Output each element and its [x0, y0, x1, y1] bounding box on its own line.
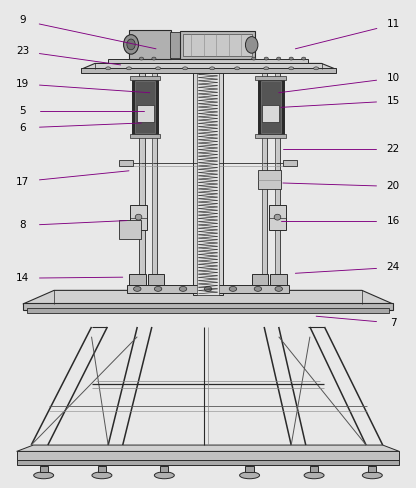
Bar	[193, 61, 223, 295]
Bar	[129, 30, 171, 59]
Ellipse shape	[302, 57, 306, 60]
Ellipse shape	[106, 67, 111, 70]
Bar	[245, 466, 254, 472]
Bar	[255, 134, 286, 138]
Ellipse shape	[204, 286, 212, 291]
Bar	[17, 451, 399, 461]
Ellipse shape	[156, 67, 161, 70]
Text: 9: 9	[20, 16, 26, 25]
Ellipse shape	[277, 57, 281, 60]
Ellipse shape	[275, 286, 282, 291]
Bar	[368, 466, 376, 472]
Bar	[255, 76, 286, 80]
Bar	[130, 76, 160, 80]
Text: 8: 8	[20, 221, 26, 230]
Ellipse shape	[139, 57, 144, 60]
Bar	[119, 160, 133, 166]
Text: 17: 17	[16, 177, 30, 186]
Bar	[262, 67, 267, 274]
Ellipse shape	[92, 472, 112, 479]
Bar	[98, 466, 106, 472]
Ellipse shape	[252, 57, 256, 60]
Text: 24: 24	[386, 263, 400, 272]
Bar	[129, 274, 146, 285]
Ellipse shape	[34, 472, 54, 479]
Ellipse shape	[289, 57, 293, 60]
Bar	[148, 274, 164, 285]
Ellipse shape	[254, 286, 262, 291]
Ellipse shape	[210, 67, 215, 70]
Bar	[180, 31, 255, 59]
Ellipse shape	[304, 472, 324, 479]
Text: 15: 15	[386, 96, 400, 106]
Bar	[270, 274, 287, 285]
Bar	[27, 308, 389, 313]
Text: 6: 6	[20, 123, 26, 133]
Bar	[170, 32, 180, 58]
Bar	[258, 78, 284, 137]
Text: 22: 22	[386, 144, 400, 154]
Polygon shape	[17, 445, 399, 451]
Bar	[183, 34, 252, 56]
Text: 23: 23	[16, 46, 30, 56]
Ellipse shape	[183, 67, 188, 70]
Text: 16: 16	[386, 216, 400, 225]
Ellipse shape	[235, 67, 240, 70]
Bar	[127, 285, 289, 293]
Bar	[269, 205, 286, 230]
Bar	[283, 160, 297, 166]
Text: 5: 5	[20, 106, 26, 116]
Bar	[132, 78, 158, 137]
Ellipse shape	[229, 286, 237, 291]
Ellipse shape	[126, 67, 131, 70]
Ellipse shape	[362, 472, 382, 479]
Polygon shape	[23, 290, 393, 304]
Ellipse shape	[154, 472, 174, 479]
Text: 14: 14	[16, 273, 30, 283]
Text: 11: 11	[386, 20, 400, 29]
Ellipse shape	[264, 67, 269, 70]
Bar	[81, 68, 336, 73]
Polygon shape	[81, 63, 336, 69]
Text: 7: 7	[390, 318, 396, 328]
Bar	[152, 67, 157, 274]
Bar	[275, 67, 280, 274]
Ellipse shape	[274, 214, 281, 220]
Ellipse shape	[179, 286, 187, 291]
Bar	[262, 105, 279, 122]
Text: 19: 19	[16, 79, 30, 89]
Ellipse shape	[264, 57, 268, 60]
Bar	[108, 59, 308, 63]
Text: 20: 20	[386, 182, 400, 191]
Ellipse shape	[134, 286, 141, 291]
Bar	[40, 466, 48, 472]
Bar	[197, 61, 219, 295]
Bar	[135, 81, 155, 133]
Bar	[310, 466, 318, 472]
Ellipse shape	[314, 67, 319, 70]
Ellipse shape	[289, 67, 294, 70]
Ellipse shape	[240, 472, 260, 479]
Bar	[23, 303, 393, 310]
Bar	[139, 67, 145, 274]
Bar	[258, 170, 281, 189]
Bar	[137, 105, 154, 122]
Ellipse shape	[127, 39, 135, 50]
Bar	[160, 466, 168, 472]
Ellipse shape	[245, 37, 258, 53]
Ellipse shape	[152, 57, 156, 60]
Ellipse shape	[124, 35, 139, 54]
Bar	[252, 274, 268, 285]
Bar	[119, 220, 141, 239]
Text: 10: 10	[386, 73, 400, 83]
Bar	[130, 205, 147, 230]
Bar	[130, 134, 160, 138]
Bar	[261, 81, 281, 133]
Ellipse shape	[135, 214, 142, 220]
Bar	[17, 460, 399, 465]
Ellipse shape	[154, 286, 162, 291]
